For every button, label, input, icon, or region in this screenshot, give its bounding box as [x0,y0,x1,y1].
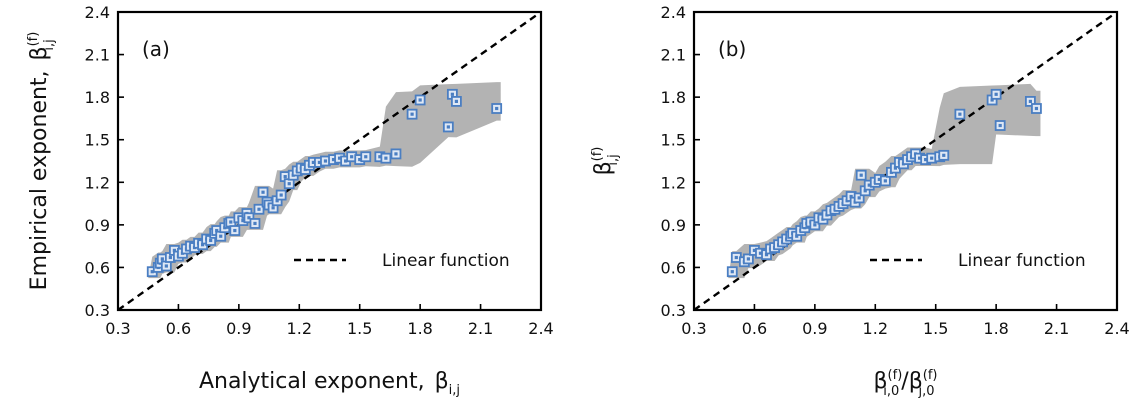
y-tick-label: 1.8 [661,88,686,107]
y-tick-label: 1.2 [85,173,110,192]
x-tick-label: 0.9 [802,319,827,338]
data-point [879,175,891,187]
x-tick-label: 1.8 [983,319,1008,338]
y-axis-label: Empirical exponent,β(f)i,j [26,32,57,291]
data-point [243,212,255,224]
data-point [406,108,418,120]
y-tick-label: 2.4 [661,3,686,22]
legend: Linear function [870,251,1086,271]
data-point [390,148,402,160]
y-tick-label: 2.4 [85,3,110,22]
panel-label: (b) [718,37,746,61]
legend: Linear function [294,251,510,271]
legend-label: Linear function [382,251,510,271]
data-point [855,169,867,181]
data-point [1024,96,1036,107]
x-axis-label: β(f) i,0/β(f) j,0 [874,368,938,398]
y-tick-label: 1.5 [85,131,110,150]
data-point [275,189,287,201]
x-tick-label: 2.4 [528,319,553,338]
x-tick-label: 1.5 [923,319,948,338]
x-tick-label: 1.2 [863,319,888,338]
data-point [742,253,754,265]
data-point [450,96,462,107]
x-tick-label: 0.3 [105,319,130,338]
data-point [380,152,392,164]
x-tick-label: 0.3 [681,319,706,338]
data-point [360,151,372,163]
plot-frame [692,10,1119,312]
y-tick-label: 2.1 [85,46,110,65]
x-tick-label: 0.6 [742,319,767,338]
x-axis-label: Analytical exponent, βi,j [199,369,460,398]
y-tick-label: 0.6 [661,258,686,277]
plot-frame [116,10,543,312]
data-point [726,266,738,278]
y-tick-label: 0.3 [85,301,110,320]
panel-a: 0.3 0.6 0.9 1.2 1.5 1.8 2.1 2.4 0.3 0.6 0.9 1.2 1.5 1… [26,3,554,398]
data-point [1031,103,1042,114]
x-tick-label: 0.6 [166,319,191,338]
data-point [253,203,265,215]
y-tick-label: 0.3 [661,301,686,320]
x-tick-label: 1.8 [407,319,432,338]
x-tick-label: 0.9 [226,319,251,338]
x-tick-label: 2.1 [468,319,493,338]
y-tick-label: 0.9 [85,216,110,235]
data-point [994,120,1006,131]
data-point [954,108,966,120]
panel-b: 0.3 0.6 0.9 1.2 1.5 1.8 2.1 2.4 0.3 0.6 0.9 1.2 1.5 1… [590,3,1130,398]
y-tick-label: 1.2 [661,173,686,192]
y-tick-label: 2.1 [661,46,686,65]
data-point [249,218,261,229]
data-point [938,149,950,161]
data-point [414,94,426,106]
panel-label: (a) [142,37,170,61]
y-tick-label: 0.6 [85,258,110,277]
data-point [229,225,241,236]
y-tick-label: 0.9 [661,216,686,235]
y-tick-label: 1.5 [661,131,686,150]
y-axis-label: β(f)i,j [590,147,621,176]
x-tick-label: 2.1 [1044,319,1069,338]
data-point [491,103,503,114]
data-point [257,186,269,198]
x-tick-label: 1.2 [287,319,312,338]
x-tick-label: 1.5 [347,319,372,338]
data-point [442,121,454,133]
legend-label: Linear function [958,251,1086,271]
data-point [853,192,865,204]
data-point [990,88,1002,100]
x-tick-label: 2.4 [1104,319,1129,338]
y-tick-label: 1.8 [85,88,110,107]
